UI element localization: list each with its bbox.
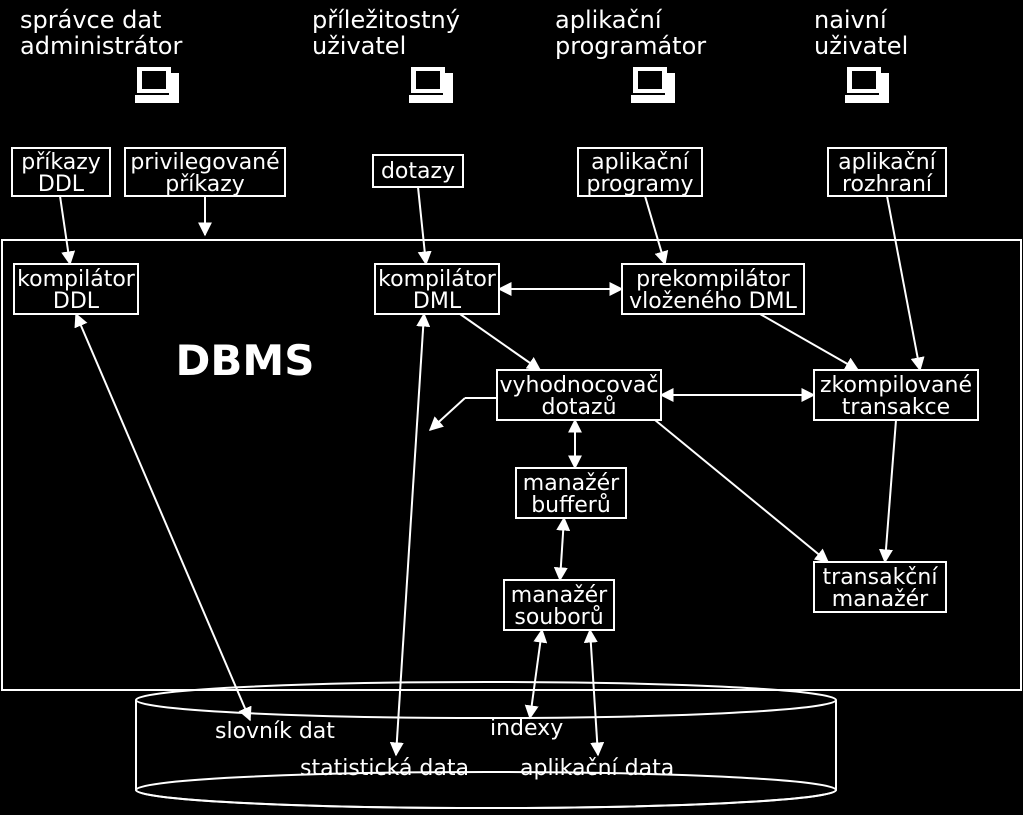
dbms-architecture-diagram: DBMS správce datadministrátor příležitost… (0, 0, 1023, 815)
node-compiled_tx: zkompilovanétransakce (814, 370, 978, 420)
node-label-queries: dotazy (381, 159, 455, 184)
user-label-programmer-2: programátor (555, 32, 706, 60)
edge-file_mgr-indexes (530, 630, 542, 718)
user-casual: příležitostnýuživatel (312, 6, 460, 103)
user-label-casual-1: příležitostný (312, 6, 460, 34)
node-label-tx_mgr-2: manažér (832, 587, 929, 612)
edge-file_mgr-app_data (590, 630, 598, 755)
node-app_progs: aplikačníprogramy (578, 148, 702, 197)
node-label-app_iface-2: rozhraní (842, 172, 933, 197)
dbms-nodes-layer: kompilátorDDL kompilátorDML prekompilátorv… (14, 264, 978, 630)
user-label-admin-1: správce dat (20, 6, 161, 34)
node-label-app_progs-2: programy (587, 172, 694, 197)
edge-precompiler-compiled_tx (760, 314, 858, 370)
edge-query_eval-tx_mgr (655, 420, 828, 562)
edge-ddl_cmds-ddl_compiler (60, 196, 70, 264)
edge-app_progs-precompiler (645, 196, 665, 264)
edge-query-eval-stub (430, 398, 465, 430)
node-query_eval: vyhodnocovačdotazů (497, 370, 661, 420)
node-queries: dotazy (373, 155, 463, 187)
storage-label-indexes: indexy (490, 716, 563, 741)
users-layer: správce datadministrátorpříležitostnýuži… (20, 6, 908, 103)
user-label-programmer-1: aplikační (555, 6, 663, 34)
input-nodes-layer: příkazyDDLprivilegovanépříkazydotazyapli… (12, 148, 946, 197)
storage-label-app-data: aplikační data (520, 756, 674, 781)
user-admin: správce datadministrátor (20, 6, 182, 103)
user-label-casual-2: uživatel (312, 32, 406, 60)
storage-label-stats: statistická data (300, 756, 469, 781)
node-label-compiled_tx-2: transakce (842, 395, 950, 420)
user-naive: naivníuživatel (814, 6, 908, 103)
node-label-priv_cmds-2: příkazy (165, 172, 245, 197)
edge-buffer_mgr-file_mgr (560, 518, 564, 580)
node-file_mgr: manažérsouborů (504, 580, 614, 630)
user-programmer: aplikačníprogramátor (555, 6, 706, 103)
edge-queries-dml_compiler (418, 187, 426, 264)
user-label-admin-2: administrátor (20, 32, 182, 60)
node-priv_cmds: privilegovanépříkazy (125, 148, 285, 197)
user-label-naive-1: naivní (814, 6, 888, 34)
node-ddl_cmds: příkazyDDL (12, 148, 110, 197)
storage-label-data-dict: slovník dat (215, 719, 335, 744)
node-label-ddl_compiler-2: DDL (53, 289, 100, 314)
node-label-ddl_cmds-2: DDL (38, 172, 85, 197)
edge-app_iface-compiled_tx (887, 196, 920, 370)
node-label-precompiler-2: vloženého DML (629, 289, 797, 314)
node-label-buffer_mgr-2: bufferů (531, 493, 611, 518)
edge-compiled_tx-tx_mgr (885, 420, 896, 562)
node-buffer_mgr: manažérbufferů (516, 468, 626, 518)
user-label-naive-2: uživatel (814, 32, 908, 60)
node-tx_mgr: transakčnímanažér (814, 562, 946, 612)
node-label-query_eval-2: dotazů (541, 395, 616, 420)
node-label-file_mgr-2: souborů (514, 605, 603, 630)
edge-dml_compiler-stats (396, 314, 424, 755)
node-label-dml_compiler-2: DML (413, 289, 462, 314)
node-dml_compiler: kompilátorDML (375, 264, 499, 314)
edge-dml_compiler-query_eval (460, 314, 540, 370)
node-precompiler: prekompilátorvloženého DML (622, 264, 804, 314)
node-ddl_compiler: kompilátorDDL (14, 264, 138, 314)
dbms-label: DBMS (176, 336, 315, 385)
node-app_iface: aplikačnírozhraní (828, 148, 946, 197)
